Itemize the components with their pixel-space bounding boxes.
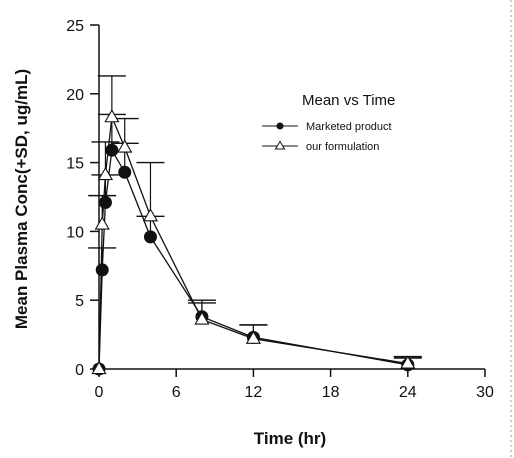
data-point (91, 360, 107, 375)
data-point (142, 208, 159, 222)
y-tick-label: 5 (75, 293, 84, 310)
y-tick-label: 15 (66, 156, 84, 173)
y-tick-label: 0 (75, 362, 84, 379)
legend-items: Marketed product our formulation (262, 121, 392, 153)
legend-marker (276, 122, 284, 130)
legend-label: Marketed product (306, 121, 392, 133)
x-tick-label: 24 (399, 384, 417, 401)
legend-title: Mean vs Time (302, 92, 395, 109)
y-ticks: 0 5 10 15 20 25 (66, 18, 99, 379)
x-axis-title: Time (hr) (254, 429, 326, 448)
series-layer (88, 75, 422, 376)
data-point (95, 263, 109, 277)
y-tick-label: 20 (66, 87, 84, 104)
axes (98, 25, 485, 370)
legend: Mean vs Time Marketed product our formula… (262, 92, 395, 153)
y-axis-title: Mean Plasma Conc(+SD, ug/mL) (12, 69, 31, 329)
legend-item: our formulation (262, 140, 379, 153)
y-tick-label: 25 (66, 18, 84, 35)
data-point (245, 330, 262, 344)
data-point (143, 230, 157, 244)
legend-marker (274, 140, 286, 150)
y-tick-label: 10 (66, 224, 84, 241)
data-point (194, 311, 210, 325)
x-ticks: 0 6 12 18 24 30 (95, 369, 494, 401)
data-point (98, 196, 112, 210)
data-point (97, 166, 114, 181)
data-point (118, 165, 132, 179)
series-2 (88, 75, 422, 375)
legend-label: our formulation (306, 141, 379, 153)
x-tick-label: 18 (322, 384, 340, 401)
x-tick-label: 30 (476, 384, 494, 401)
data-point (400, 355, 416, 369)
data-point (104, 109, 120, 123)
data-point (117, 139, 133, 153)
x-tick-label: 12 (245, 384, 263, 401)
legend-item: Marketed product (262, 121, 392, 133)
x-tick-label: 0 (95, 384, 104, 401)
data-point (94, 216, 110, 230)
x-tick-label: 6 (172, 384, 181, 401)
